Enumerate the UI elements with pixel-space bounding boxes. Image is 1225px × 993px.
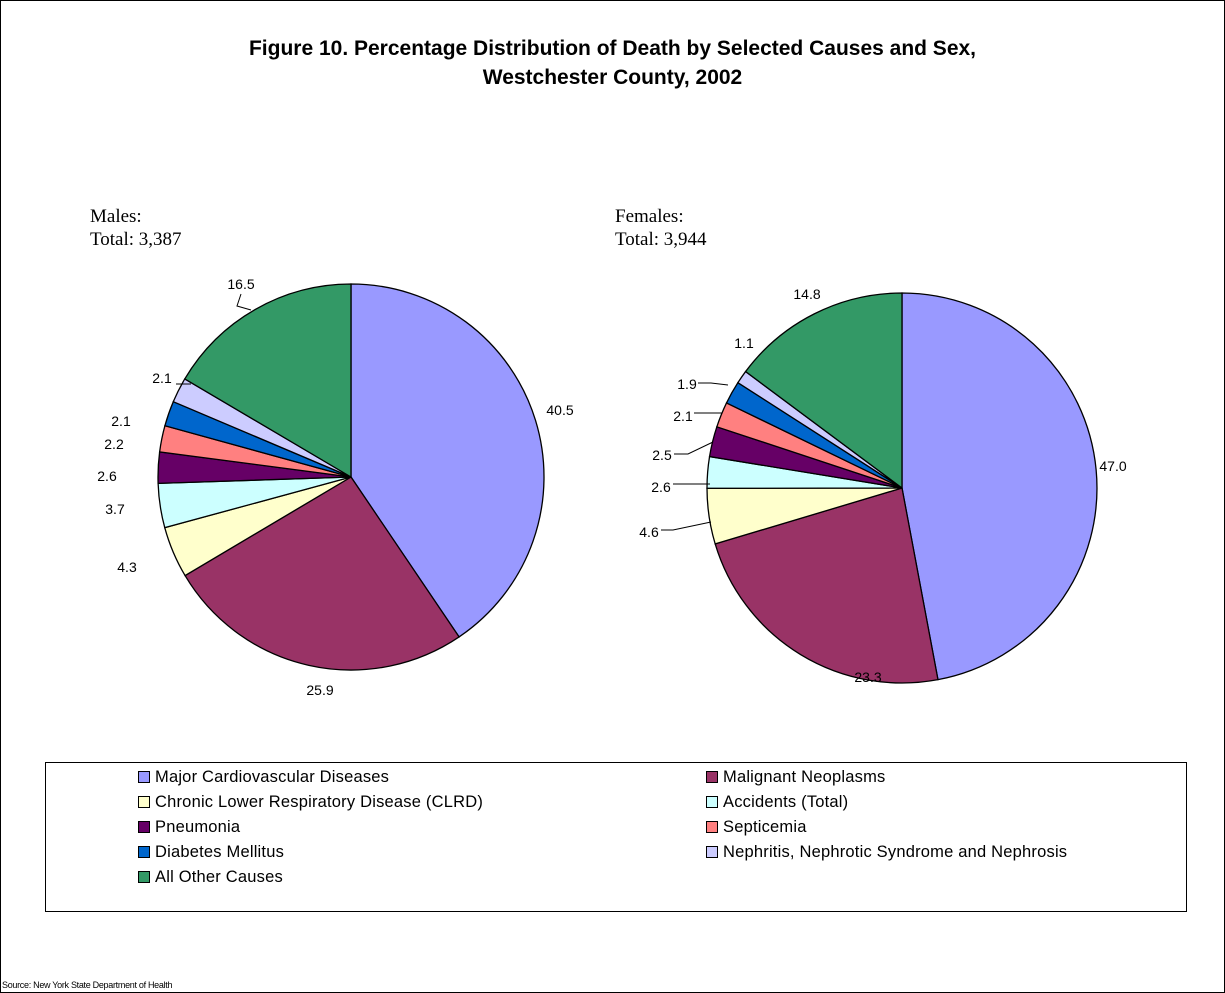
males-data-label: 3.7 xyxy=(105,501,125,517)
females-leader-line xyxy=(698,382,729,386)
legend-label: Pneumonia xyxy=(155,818,241,836)
females-leader-line xyxy=(674,441,714,455)
females-data-label: 23.3 xyxy=(854,669,881,685)
legend-swatch xyxy=(706,845,718,858)
females-data-label: 2.5 xyxy=(652,447,672,463)
males-data-label: 2.2 xyxy=(104,436,124,452)
legend-label: Malignant Neoplasms xyxy=(723,768,886,786)
females-caption: Females: Total: 3,944 xyxy=(615,205,707,251)
legend-item-malignant-neoplasms: Malignant Neoplasms xyxy=(706,767,885,787)
legend-swatch xyxy=(706,795,718,808)
females-slice-malignant-neoplasms xyxy=(714,487,939,684)
legend-swatch xyxy=(706,820,718,833)
males-data-label: 16.5 xyxy=(227,276,254,292)
females-slice-major-cardiovascular xyxy=(901,292,1098,681)
females-data-label: 1.9 xyxy=(677,376,697,392)
males-data-label: 25.9 xyxy=(306,682,333,698)
legend-item-accidents: Accidents (Total) xyxy=(706,792,848,812)
males-data-label: 4.3 xyxy=(117,559,137,575)
females-data-label: 4.6 xyxy=(639,524,659,540)
legend-swatch xyxy=(138,870,150,883)
legend-label: Major Cardiovascular Diseases xyxy=(155,768,390,786)
females-data-label: 14.8 xyxy=(793,286,820,302)
legend-swatch xyxy=(138,795,150,808)
males-data-label: 40.5 xyxy=(546,402,573,418)
legend-swatch xyxy=(138,845,150,858)
males-data-label: 2.6 xyxy=(97,468,117,484)
females-data-label: 47.0 xyxy=(1099,458,1126,474)
legend-swatch xyxy=(138,770,150,783)
males-data-label: 2.1 xyxy=(111,413,131,429)
males-slice-major-cardiovascular xyxy=(350,283,545,638)
males-slice-all-other xyxy=(183,283,352,479)
legend-item-clrd: Chronic Lower Respiratory Disease (CLRD) xyxy=(138,792,483,812)
females-data-label: 2.6 xyxy=(651,479,671,495)
females-pie: 47.0 23.3 4.6 2.6 2.5 2.1 1.9 1.1 14.8 xyxy=(639,286,1127,685)
males-caption: Males: Total: 3,387 xyxy=(90,205,182,251)
legend-label: Nephritis, Nephrotic Syndrome and Nephro… xyxy=(723,843,1068,861)
males-leader-line xyxy=(236,293,252,311)
males-slice-malignant-neoplasms xyxy=(184,476,460,671)
females-data-label: 1.1 xyxy=(734,335,754,351)
legend-item-nephritis: Nephritis, Nephrotic Syndrome and Nephro… xyxy=(706,842,1067,862)
source-note: Source: New York State Department of Hea… xyxy=(2,980,173,990)
males-data-label: 2.1 xyxy=(152,370,172,386)
males-caption-total: Total: 3,387 xyxy=(90,229,182,250)
legend-swatch xyxy=(706,770,718,783)
males-pie: 40.5 25.9 4.3 3.7 2.6 2.2 2.1 2.1 16.5 xyxy=(97,276,574,698)
legend-swatch xyxy=(138,820,150,833)
legend-label: All Other Causes xyxy=(155,868,283,886)
females-slice-all-other xyxy=(744,292,903,490)
legend-label: Septicemia xyxy=(723,818,807,836)
legend-item-diabetes: Diabetes Mellitus xyxy=(138,842,284,862)
chart-title-line2: Westchester County, 2002 xyxy=(482,66,743,89)
males-caption-label: Males: xyxy=(90,206,142,227)
legend-label: Diabetes Mellitus xyxy=(155,843,285,861)
legend: Major Cardiovascular Diseases Malignant … xyxy=(45,762,1187,912)
legend-item-pneumonia: Pneumonia xyxy=(138,817,240,837)
legend-item-all-other: All Other Causes xyxy=(138,867,283,887)
legend-item-septicemia: Septicemia xyxy=(706,817,807,837)
chart-title: Figure 10. Percentage Distribution of De… xyxy=(0,34,1225,92)
females-data-label: 2.1 xyxy=(673,408,693,424)
legend-item-major-cardiovascular: Major Cardiovascular Diseases xyxy=(138,767,389,787)
females-caption-total: Total: 3,944 xyxy=(615,229,707,250)
females-leader-line xyxy=(661,521,712,531)
legend-label: Chronic Lower Respiratory Disease (CLRD) xyxy=(155,793,484,811)
legend-label: Accidents (Total) xyxy=(723,793,849,811)
females-caption-label: Females: xyxy=(615,206,684,227)
chart-title-line1: Figure 10. Percentage Distribution of De… xyxy=(248,37,977,60)
